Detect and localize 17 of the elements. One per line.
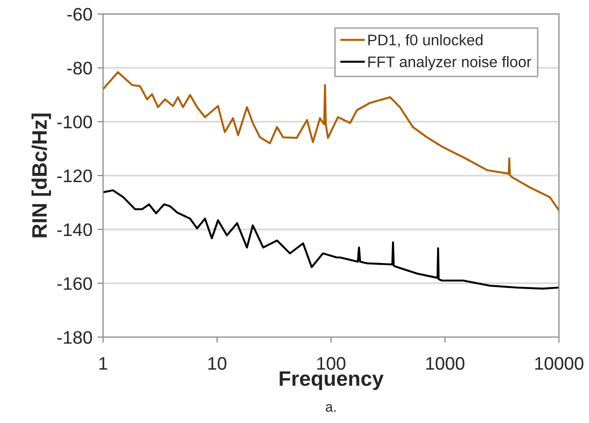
x-tick-label: 10 — [208, 357, 226, 370]
x-tick-label: 1 — [99, 357, 108, 370]
y-tick-label: -160 — [57, 277, 92, 290]
x-tick-label: 10000 — [535, 357, 584, 370]
legend-label: PD1, f0 unlocked — [368, 34, 482, 48]
y-tick-label: -140 — [57, 223, 92, 236]
y-tick-label: -80 — [67, 62, 92, 75]
text: a. — [326, 404, 336, 412]
x-tick-label: 1000 — [426, 357, 464, 370]
y-tick-label: -180 — [57, 331, 92, 344]
y-axis-title: RIN [dBc/Hz] — [32, 114, 51, 238]
y-tick-label: -60 — [67, 8, 92, 21]
y-tick-label: -120 — [57, 169, 92, 182]
x-tick-label: 100 — [317, 357, 346, 370]
legend-label: FFT analyzer noise floor — [368, 56, 532, 70]
x-axis-title: Frequency — [280, 371, 384, 390]
y-tick-label: -100 — [57, 116, 92, 128]
